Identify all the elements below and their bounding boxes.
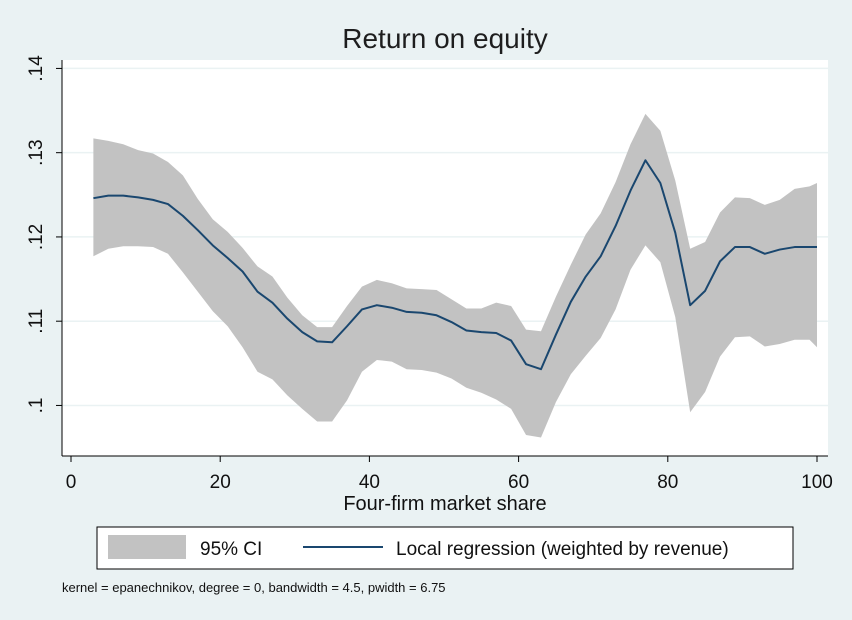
x-tick-label-5: 100 <box>801 472 833 493</box>
x-axis-label: Four-firm market share <box>343 493 546 515</box>
legend-ci-label: 95% CI <box>200 539 262 560</box>
axes <box>56 60 828 462</box>
legend-box <box>96 526 794 570</box>
y-tick-label-0: .1 <box>26 398 47 414</box>
x-tick-label-1: 20 <box>210 472 231 493</box>
chart-title: Return on equity <box>342 23 547 54</box>
x-tick-label-3: 60 <box>508 472 529 493</box>
data-layer <box>93 113 817 438</box>
legend-line-label: Local regression (weighted by revenue) <box>396 539 729 560</box>
legend-ci-swatch <box>108 535 186 559</box>
tick-labels: .1 .11 .12 .13 .14 0 20 40 60 80 100 <box>26 55 833 493</box>
regression-line <box>93 159 817 371</box>
y-tick-label-4: .14 <box>26 55 47 82</box>
y-tick-label-2: .12 <box>26 224 47 250</box>
chart-note: kernel = epanechnikov, degree = 0, bandw… <box>62 580 446 595</box>
y-tick-label-1: .11 <box>26 309 47 334</box>
ci-band <box>93 113 817 438</box>
x-tick-label-0: 0 <box>66 472 77 493</box>
x-tick-label-4: 80 <box>657 472 678 493</box>
x-tick-label-2: 40 <box>359 472 380 493</box>
legend: 95% CI Local regression (weighted by rev… <box>96 526 794 570</box>
y-tick-label-3: .13 <box>26 139 47 165</box>
